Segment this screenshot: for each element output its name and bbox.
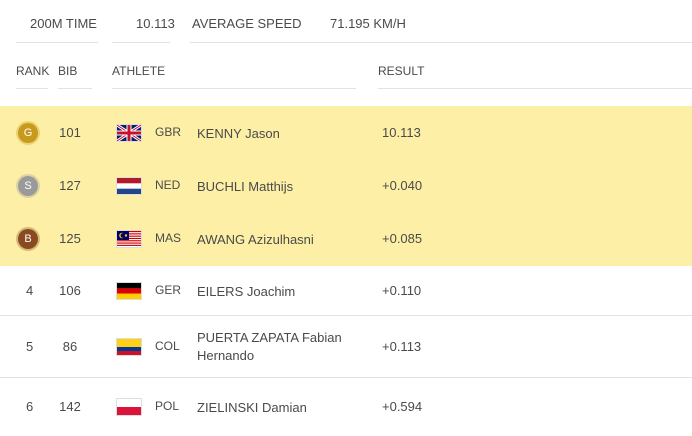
flag <box>117 339 141 355</box>
result: 10.113 <box>382 125 421 140</box>
country-code: MAS <box>155 231 182 245</box>
country-code: COL <box>155 339 180 353</box>
athlete-name: KENNY Jason <box>197 126 280 141</box>
result: +0.040 <box>382 178 423 193</box>
country-code: NED <box>155 178 181 192</box>
divider <box>378 88 692 89</box>
country-code: GER <box>155 283 182 297</box>
athlete-name: PUERTA ZAPATA Fabian Hernando <box>197 330 342 363</box>
bib: 125 <box>59 231 81 246</box>
summary-value: 71.195 KM/H <box>330 16 406 31</box>
rank: 6 <box>26 399 34 414</box>
result-row: 4 106 GER EILERS Joachim +0.110 <box>0 266 692 316</box>
divider <box>58 88 92 89</box>
result: +0.110 <box>382 283 422 298</box>
medal-icon: S <box>18 176 38 196</box>
bib: 86 <box>62 339 78 354</box>
column-header: RESULT <box>378 64 425 78</box>
result-row: G 101 GBR KENNY Jason 10.113 <box>0 106 692 161</box>
summary-value: 10.113 <box>136 16 175 31</box>
country-code: POL <box>155 399 180 413</box>
flag <box>117 125 141 141</box>
divider <box>16 42 98 43</box>
result: +0.594 <box>382 399 423 414</box>
result: +0.085 <box>382 231 423 246</box>
divider <box>16 88 48 89</box>
medal-icon: B <box>18 229 38 249</box>
column-header: RANK <box>16 64 50 78</box>
summary-label: AVERAGE SPEED <box>192 16 302 31</box>
bib: 101 <box>59 125 81 140</box>
result-row: B 125 MAS AWANG Azizulhasni +0.085 <box>0 212 692 267</box>
result: +0.113 <box>382 339 422 354</box>
result-row: S 127 NED BUCHLI Matthijs +0.040 <box>0 160 692 213</box>
athlete-name: AWANG Azizulhasni <box>197 232 314 247</box>
divider <box>112 88 356 89</box>
bib: 142 <box>59 399 81 414</box>
divider <box>190 42 692 43</box>
medal-icon: G <box>18 123 38 143</box>
athlete-name: ZIELINSKI Damian <box>197 400 307 415</box>
flag <box>117 399 141 415</box>
flag <box>117 231 141 247</box>
bib: 127 <box>59 178 81 193</box>
divider <box>112 42 170 43</box>
flag <box>117 283 141 299</box>
result-row: 6 142 POL ZIELINSKI Damian +0.594 <box>0 378 692 436</box>
column-header: BIB <box>58 64 78 78</box>
summary-label: 200M TIME <box>30 16 97 31</box>
divider <box>0 315 692 316</box>
country-code: GBR <box>155 125 182 139</box>
bib: 106 <box>59 283 81 298</box>
athlete-name: EILERS Joachim <box>197 284 296 299</box>
rank: 4 <box>26 283 34 298</box>
column-header: ATHLETE <box>112 64 166 78</box>
rank: 5 <box>26 339 34 354</box>
result-row: 5 86 COL PUERTA ZAPATA Fabian Hernando +0.11… <box>0 316 692 378</box>
athlete-name: BUCHLI Matthijs <box>197 179 294 194</box>
divider <box>0 377 692 378</box>
flag <box>117 178 141 194</box>
